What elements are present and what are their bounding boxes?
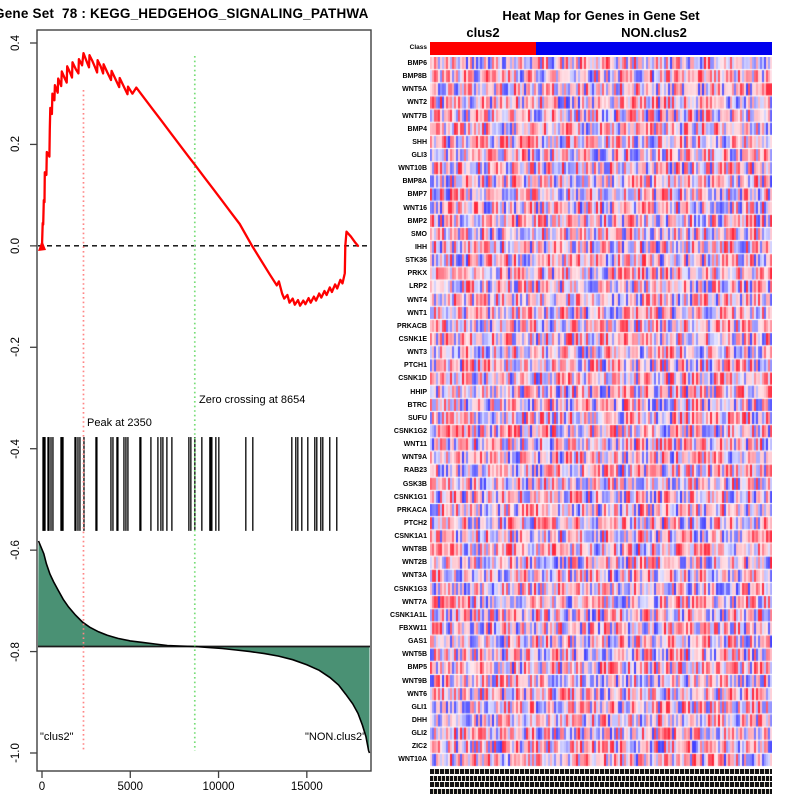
gene-label: ZIC2: [411, 743, 427, 751]
x-tick-label: 5000: [117, 781, 144, 793]
gene-label: SHH: [412, 138, 427, 146]
x-tick-label: 15000: [290, 781, 323, 793]
gene-label: BMP8B: [402, 73, 427, 81]
gene-label: WNT2: [407, 99, 427, 107]
gene-label: WNT1: [407, 309, 427, 317]
y-tick-label: 0.2: [10, 136, 22, 153]
gene-label: WNT11: [403, 441, 427, 449]
x-tick-label: 0: [38, 781, 46, 793]
sample-label-smudge-row: [430, 775, 772, 781]
gene-label: IHH: [414, 243, 427, 251]
class-row-label: Class: [409, 44, 427, 51]
gene-label: STK36: [405, 257, 427, 265]
gene-label: WNT9A: [402, 454, 427, 462]
gene-label: SUFU: [407, 414, 427, 422]
gene-label: CSNK1A1: [394, 533, 427, 541]
peak-annotation: Peak at 2350: [87, 417, 152, 429]
enrichment-plot: [30, 29, 372, 778]
y-tick-label: -0.4: [10, 438, 22, 459]
class-bar-nonclus2: [536, 42, 772, 55]
sample-label-smudge-row: [430, 788, 772, 794]
gene-label: BMP7: [407, 191, 427, 199]
sample-labels-smudge: [430, 769, 772, 795]
heatmap-group2-label: NON.clus2: [621, 25, 687, 40]
y-tick-label: -1.0: [10, 743, 22, 763]
gene-label: WNT3: [407, 349, 427, 357]
heatmap-cells: [430, 57, 772, 767]
class-bar-clus2: [430, 42, 536, 55]
y-tick-label: -0.2: [10, 337, 22, 358]
gene-label: WNT10B: [398, 165, 427, 173]
y-tick-label: 0.0: [10, 237, 22, 254]
gene-label: SMO: [411, 230, 427, 238]
gene-label: PTCH2: [404, 519, 427, 527]
gene-label: DHH: [411, 717, 427, 725]
gene-label: GSK3B: [402, 480, 427, 488]
cluster-label-right: "NON.clus2": [305, 731, 366, 743]
gene-label: BTRC: [407, 401, 427, 409]
gene-set-title: Gene Set 78 : KEGG_HEDGEHOG_SIGNALING_PA…: [0, 6, 369, 21]
heatmap-group1-label: clus2: [466, 25, 500, 40]
gene-label: CSNK1D: [398, 375, 427, 383]
gene-label: CSNK1A1L: [390, 611, 427, 619]
gene-label: WNT7A: [402, 598, 427, 606]
heatmap-title: Heat Map for Genes in Gene Set: [502, 8, 700, 23]
gene-label: WNT6: [407, 690, 427, 698]
gene-label: HHIP: [410, 388, 427, 396]
gene-label: BMP4: [407, 125, 427, 133]
sample-label-smudge-row: [430, 769, 772, 774]
gene-label: WNT5B: [402, 651, 427, 659]
gene-label: WNT4: [407, 296, 427, 304]
gene-label: WNT10A: [398, 756, 427, 764]
gene-label: CSNK1G3: [393, 585, 427, 593]
gene-label: GLI2: [411, 730, 427, 738]
gene-label: BMP5: [407, 664, 427, 672]
gene-label: PRKACB: [397, 322, 427, 330]
gene-label: WNT8B: [402, 546, 427, 554]
y-tick-label: 0.4: [10, 35, 22, 51]
gene-label: PTCH1: [404, 362, 427, 370]
gene-label: BMP6: [407, 60, 427, 67]
gene-label: GLI1: [411, 703, 427, 711]
gene-label: WNT9B: [402, 677, 427, 685]
gene-label: LRP2: [409, 283, 427, 291]
gene-label: PRKX: [407, 270, 427, 278]
gene-label: CSNK1G2: [393, 427, 427, 435]
gene-label: WNT2B: [402, 559, 427, 567]
x-tick-label: 10000: [202, 781, 235, 793]
gene-label: CSNK1G1: [393, 493, 427, 501]
gene-label: PRKACA: [397, 506, 427, 514]
gene-label: WNT7B: [402, 112, 427, 120]
gene-label: FBXW11: [398, 625, 427, 633]
gene-label: GAS1: [407, 638, 427, 646]
cluster-label-left: "clus2": [40, 731, 74, 743]
gene-label: BMP8A: [402, 178, 427, 186]
gene-label: CSNK1E: [398, 335, 427, 343]
gene-label: WNT3A: [402, 572, 427, 580]
gene-label: BMP2: [407, 217, 427, 225]
gene-labels-column: BMP6 BMP8B WNT5A WNT2 WNT7B BMP4 SHH GLI3 WNT10B…: [383, 57, 427, 767]
y-tick-label: -0.8: [10, 641, 22, 662]
gene-label: RAB23: [404, 467, 427, 475]
gene-label: WNT16: [403, 204, 427, 212]
gene-label: WNT5A: [402, 86, 427, 94]
zero-crossing-annotation: Zero crossing at 8654: [199, 394, 306, 406]
y-tick-label: -0.6: [10, 540, 22, 561]
gene-label: GLI3: [411, 151, 427, 159]
sample-label-smudge-row: [430, 782, 772, 787]
